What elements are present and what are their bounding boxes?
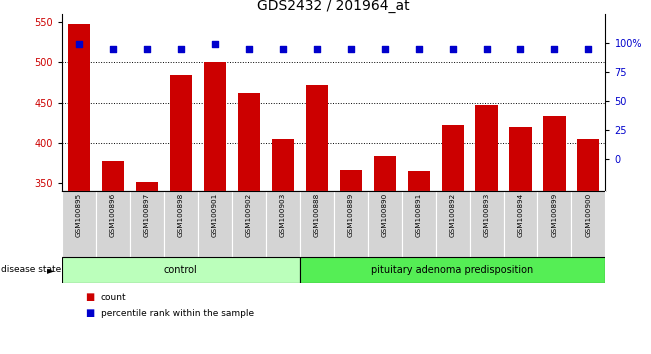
Bar [544,116,566,191]
Point [516,46,526,52]
Text: GSM100896: GSM100896 [110,193,116,238]
Bar [299,257,605,283]
Text: GSM100902: GSM100902 [245,193,252,238]
Text: control: control [164,265,198,275]
Text: GSM100899: GSM100899 [551,193,557,238]
Text: GSM100894: GSM100894 [518,193,523,238]
Bar [96,191,130,257]
Text: count: count [101,293,126,302]
Point [380,46,390,52]
Text: GSM100901: GSM100901 [212,193,217,238]
Text: GSM100891: GSM100891 [415,193,422,238]
Text: GSM100888: GSM100888 [314,193,320,238]
Point [243,46,254,52]
Bar [368,191,402,257]
Text: GSM100903: GSM100903 [280,193,286,238]
Text: ■: ■ [85,292,94,302]
Text: GSM100898: GSM100898 [178,193,184,238]
Point [176,46,186,52]
Bar [441,125,464,191]
Bar [374,156,396,191]
Bar [299,191,333,257]
Point [549,46,560,52]
Bar [164,191,198,257]
Bar [572,191,605,257]
Point [583,46,594,52]
Bar [102,161,124,191]
Bar [62,257,299,283]
Bar [436,191,469,257]
Bar [136,182,158,191]
Point [277,46,288,52]
Bar [271,139,294,191]
Point [447,46,458,52]
Title: GDS2432 / 201964_at: GDS2432 / 201964_at [257,0,410,13]
Text: percentile rank within the sample: percentile rank within the sample [101,309,254,318]
Bar [538,191,572,257]
Point [311,46,322,52]
Text: GSM100900: GSM100900 [585,193,592,238]
Bar [170,75,192,191]
Text: GSM100893: GSM100893 [484,193,490,238]
Bar [503,191,538,257]
Point [413,46,424,52]
Text: GSM100892: GSM100892 [450,193,456,238]
Text: pituitary adenoma predisposition: pituitary adenoma predisposition [372,265,534,275]
Point [107,46,118,52]
Bar [238,93,260,191]
Bar [340,170,362,191]
Point [74,41,84,47]
Text: ►: ► [47,265,55,275]
Point [141,46,152,52]
Text: GSM100895: GSM100895 [76,193,82,238]
Text: GSM100890: GSM100890 [381,193,387,238]
Bar [305,85,327,191]
Bar [334,191,368,257]
Bar [68,24,90,191]
Text: GSM100897: GSM100897 [144,193,150,238]
Bar [232,191,266,257]
Point [210,41,220,47]
Bar [408,171,430,191]
Bar [130,191,164,257]
Bar [510,127,531,191]
Text: disease state: disease state [1,266,61,274]
Bar [475,105,497,191]
Point [481,46,492,52]
Bar [266,191,299,257]
Text: ■: ■ [85,308,94,318]
Bar [469,191,503,257]
Bar [577,139,600,191]
Bar [402,191,436,257]
Bar [62,191,96,257]
Text: GSM100889: GSM100889 [348,193,353,238]
Bar [204,62,226,191]
Bar [198,191,232,257]
Point [346,46,356,52]
